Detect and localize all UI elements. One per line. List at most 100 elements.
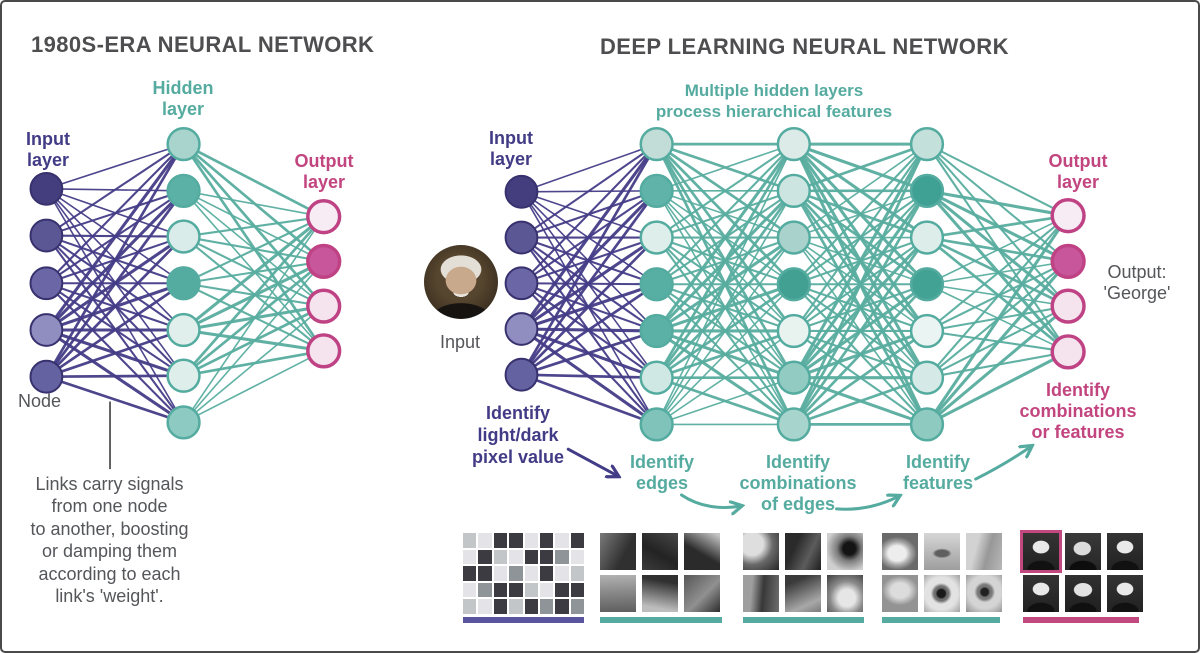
features-patch (924, 533, 960, 570)
pixel-cell (509, 549, 523, 565)
node-label: Node (18, 391, 62, 411)
right-network-edge (792, 143, 928, 332)
right-network-edge (926, 214, 1069, 239)
right-network-edge (656, 283, 795, 425)
left-network-edge (182, 215, 325, 377)
right-hidden3-node (909, 126, 945, 162)
right-hidden1-node (639, 173, 674, 208)
right-panel-title: DEEP LEARNING NEURAL NETWORK (600, 34, 1009, 59)
edges-patch (600, 533, 636, 570)
left-network-edge (182, 216, 325, 423)
right-input-layer-label: Input layer (489, 128, 533, 169)
edges-to-combos-arrow (680, 493, 741, 508)
right-network-edge (792, 283, 928, 426)
combos-to-features-arrow (835, 496, 900, 511)
right-hidden2-node (776, 126, 811, 162)
identify-features-label: Identify features (902, 452, 974, 493)
combos-patch (785, 575, 821, 612)
portraits-patch (1107, 533, 1143, 570)
pixel-cell (463, 599, 477, 614)
strip-underline (463, 617, 584, 623)
portraits-patch (1023, 575, 1059, 612)
pixel-cell (524, 566, 538, 581)
right-network-edge (655, 143, 795, 285)
left-network-edge (183, 190, 324, 218)
right-network-edge (793, 143, 928, 285)
right-network-edge (925, 304, 1070, 426)
right-network-edge (925, 214, 1070, 426)
right-network-edge (520, 143, 658, 376)
left-network-edge (183, 305, 325, 424)
left-hidden-node (166, 126, 201, 162)
portraits-patch (1107, 575, 1143, 612)
right-network-edge (655, 143, 795, 425)
pixel-cell (478, 533, 492, 548)
right-network-edge (655, 143, 796, 332)
right-network-edge (521, 373, 658, 426)
pixel-cell (555, 599, 569, 614)
right-network-edge (656, 237, 795, 425)
right-network-edge (793, 143, 928, 239)
pixel-cell (493, 549, 508, 565)
pixel-cell (570, 599, 584, 614)
pixel-cell (493, 566, 508, 581)
right-network-edge (520, 190, 658, 376)
pixel-to-edges-arrow (566, 447, 618, 476)
pixel-cell (509, 533, 523, 548)
right-network-edge (926, 236, 1069, 308)
right-hidden2-node (776, 407, 811, 442)
right-hidden1-node (639, 360, 674, 395)
right-network-edge (793, 142, 928, 193)
right-input-node (504, 174, 539, 209)
edges-patch (642, 533, 678, 570)
strip-underline (1023, 617, 1139, 623)
right-network-edge (926, 350, 1069, 426)
right-network-edge (656, 143, 795, 239)
strip-underline (882, 617, 1000, 623)
right-network-edge (792, 236, 929, 426)
right-input-node (504, 220, 539, 255)
right-network-edge (656, 330, 795, 426)
pixel-cell (509, 582, 523, 598)
left-network-edge (46, 143, 184, 190)
portraits-patch (1065, 575, 1101, 612)
right-output-node (1050, 334, 1086, 370)
left-hidden-node (166, 312, 201, 348)
left-network-edge (45, 282, 185, 378)
portraits-patch (1065, 533, 1101, 570)
left-input-node (29, 266, 64, 301)
pixel-cell (555, 566, 569, 581)
right-hidden1-node (639, 267, 674, 302)
right-network-edge (655, 190, 795, 425)
right-network-edge (520, 283, 658, 376)
right-output-node (1050, 198, 1086, 234)
left-network-edge (45, 143, 185, 237)
pixel-cell (463, 533, 477, 548)
strip-group-features (882, 533, 1002, 612)
right-network-edge (926, 214, 1069, 285)
combos-patch (743, 533, 779, 570)
right-hidden1-node (639, 220, 674, 255)
right-hidden1-node (639, 126, 674, 162)
pixel-cell (555, 549, 569, 565)
identify-comb-features-label: Identify combinations or features (1019, 380, 1137, 442)
pixel-cell (539, 549, 554, 565)
right-hidden2-node (776, 220, 811, 255)
strip-underline (600, 617, 722, 623)
left-hidden-node (166, 219, 201, 254)
pixel-cell (524, 599, 538, 614)
features-patch (882, 575, 918, 612)
left-network-edge (182, 260, 325, 423)
pixel-cell (509, 566, 523, 581)
pixel-cell (539, 533, 554, 548)
right-input-node (504, 312, 539, 346)
right-hidden2-node (776, 173, 811, 208)
left-input-node (29, 218, 64, 253)
right-network-edge (926, 214, 1069, 332)
left-network-edge (45, 235, 185, 378)
left-network-edge (45, 143, 185, 378)
features-patch (882, 533, 918, 570)
right-network-edge (656, 143, 795, 192)
left-network-edge (45, 143, 185, 284)
